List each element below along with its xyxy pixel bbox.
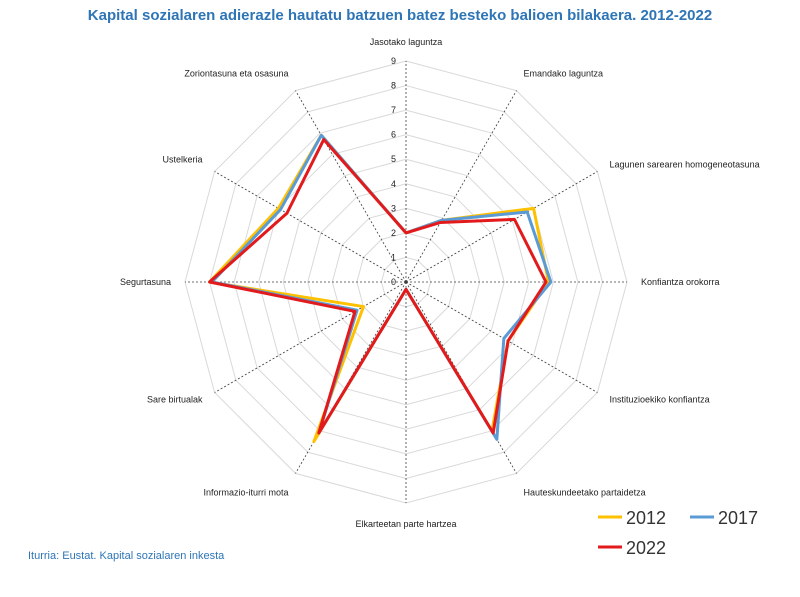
- axes: [185, 61, 627, 503]
- axis-label: Hauteskundeetako partaidetza: [524, 488, 646, 498]
- axis-spoke-2: [405, 171, 598, 283]
- series-lines: [208, 133, 553, 443]
- axis-spoke-5: [405, 281, 517, 474]
- grid-ring-4: [307, 183, 505, 381]
- tick-label: 7: [391, 105, 396, 115]
- legend-label: 2022: [626, 538, 666, 558]
- tick-label: 2: [391, 228, 396, 238]
- axis-spoke-4: [405, 281, 598, 393]
- axis-spoke-8: [214, 281, 407, 393]
- tick-label: 8: [391, 81, 396, 91]
- axis-spoke-11: [295, 90, 407, 283]
- axis-label: Informazio-iturri mota: [203, 488, 288, 498]
- axis-label: Konfiantza orokorra: [641, 277, 720, 287]
- axis-label: Emandako laguntza: [524, 68, 604, 78]
- tick-label: 3: [391, 203, 396, 213]
- tick-label: 0: [391, 277, 396, 287]
- tick-label: 6: [391, 130, 396, 140]
- axis-label: Ustelkeria: [162, 155, 202, 165]
- radial-ticks: 0 1 2 3 4 5 6 7 8 9: [391, 56, 396, 287]
- tick-label: 4: [391, 179, 396, 189]
- axis-label: Jasotako laguntza: [370, 37, 443, 47]
- axis-spoke-1: [405, 90, 517, 283]
- axis-label: Sare birtualak: [147, 395, 203, 405]
- axis-label: Segurtasuna: [120, 277, 171, 287]
- series-line-2022: [208, 138, 548, 435]
- legend-label: 2017: [718, 508, 758, 528]
- axis-label: Zoriontasuna eta osasuna: [184, 68, 288, 78]
- grid-ring-7: [233, 109, 579, 455]
- axis-label: Instituzioekiko konfiantza: [610, 395, 710, 405]
- axis-label: Lagunen sarearen homogeneotasuna: [610, 160, 760, 170]
- axis-labels: Jasotako laguntza Emandako laguntza Lagune…: [120, 37, 760, 529]
- chart-title: Kapital sozialaren adierazle hautatu bat…: [87, 7, 713, 24]
- tick-label: 5: [391, 154, 396, 164]
- tick-label: 1: [391, 252, 396, 262]
- legend: 2012 2017 2022: [598, 508, 758, 558]
- axis-label: Elkarteetan parte hartzea: [355, 519, 456, 529]
- source-note: Iturria: Eustat. Kapital sozialaren inke…: [28, 550, 225, 562]
- legend-label: 2012: [626, 508, 666, 528]
- tick-label: 9: [391, 56, 396, 66]
- axis-spoke-10: [214, 171, 407, 283]
